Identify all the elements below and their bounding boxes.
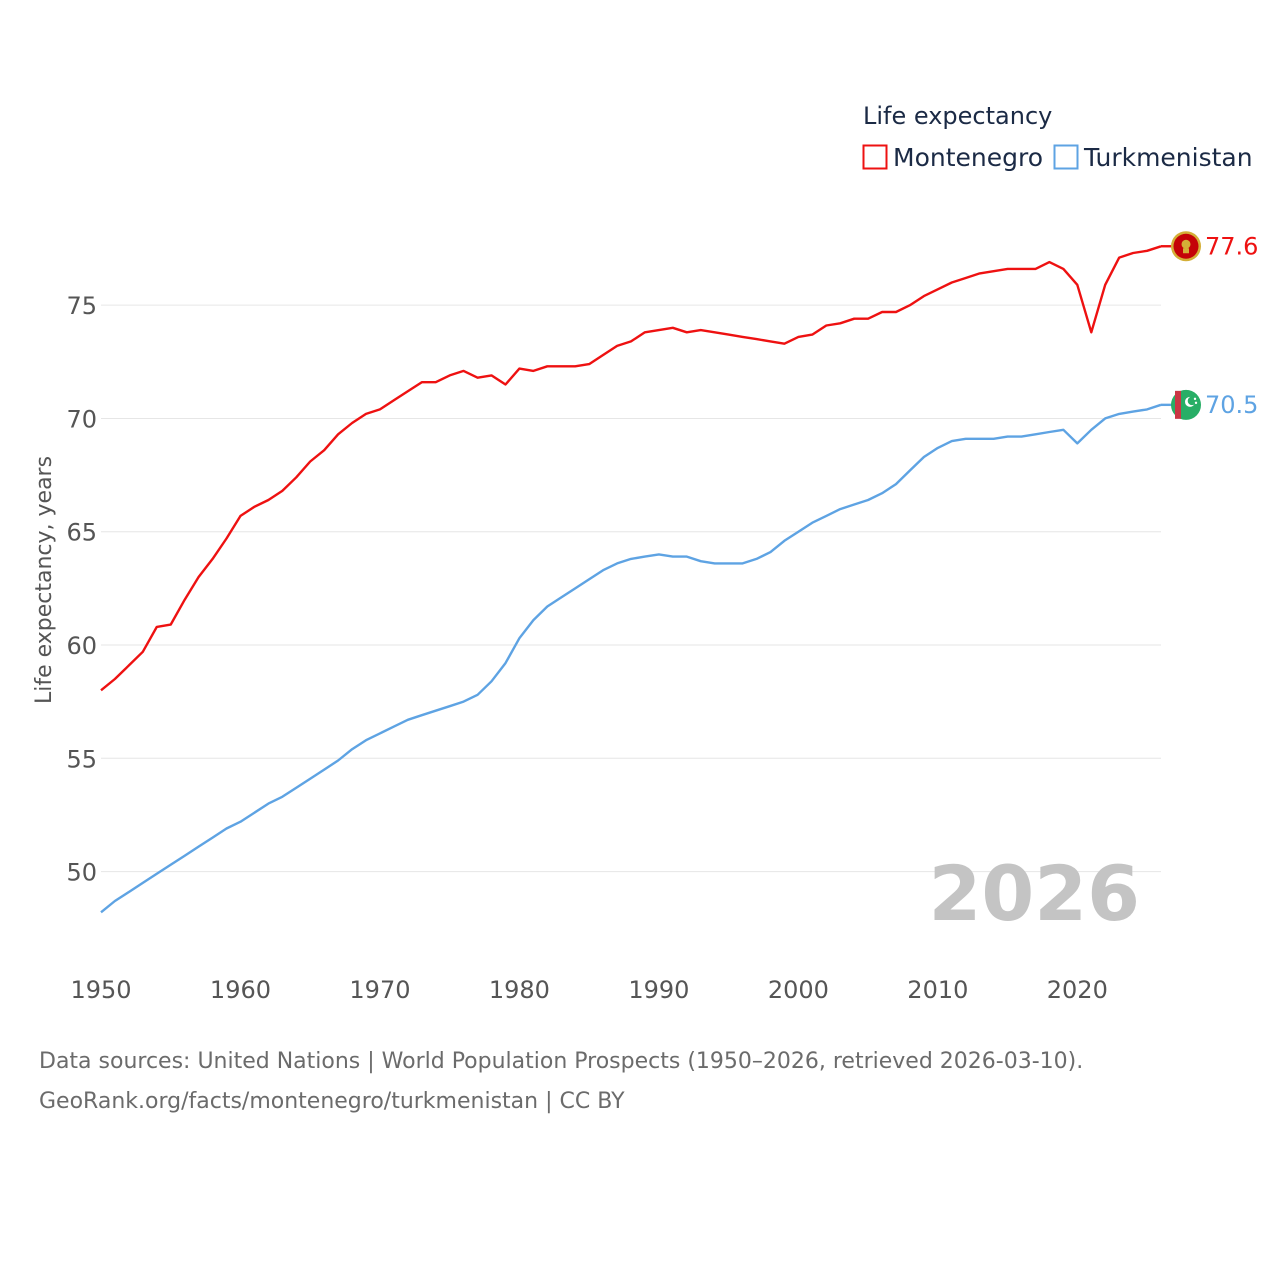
turkmenistan-flag-icon [1171,389,1201,420]
series-lines [100,245,1162,914]
legend: Life expectancy Montenegro Turkmenistan [862,102,1253,172]
credit-line[interactable]: GeoRank.org/facts/montenegro/turkmenista… [39,1089,625,1114]
legend-swatch-montenegro [862,144,888,170]
legend-item-turkmenistan[interactable]: Turkmenistan [1053,143,1253,172]
x-tick-label: 2010 [907,976,968,1004]
y-tick-label: 75 [66,292,97,320]
y-tick-label: 55 [66,745,97,773]
y-axis-title: Life expectancy, years [32,456,57,704]
year-stamp: 2026 [928,849,1140,938]
x-tick-label: 1970 [349,976,410,1004]
y-tick-label: 50 [66,859,97,887]
x-tick-label: 1960 [210,976,271,1004]
source-note: Data sources: United Nations | World Pop… [39,1042,1259,1122]
y-tick-label: 70 [66,405,97,433]
y-tick-label: 65 [66,519,97,547]
data-source-line: Data sources: United Nations | World Pop… [39,1049,1084,1074]
y-tick-label: 60 [66,632,97,660]
x-tick-label: 2000 [768,976,829,1004]
line-chart: 50 55 60 65 70 75 1950 1960 1970 1980 1990 2000 201… [32,102,1258,1004]
series-line-turkmenistan[interactable] [100,403,1162,914]
gridlines [101,304,1161,873]
x-tick-label: 2020 [1047,976,1108,1004]
series-line-montenegro[interactable] [100,245,1162,692]
end-label-turkmenistan: 70.5 [1205,391,1258,419]
legend-swatch-turkmenistan [1053,144,1079,170]
x-axis-ticks: 1950 1960 1970 1980 1990 2000 2010 2020 [70,976,1107,1004]
montenegro-flag-icon [1171,231,1201,262]
legend-item-montenegro[interactable]: Montenegro [862,143,1044,172]
legend-label-turkmenistan: Turkmenistan [1083,143,1253,172]
x-tick-label: 1950 [70,976,131,1004]
x-tick-label: 1990 [628,976,689,1004]
end-label-montenegro: 77.6 [1205,232,1258,260]
legend-label-montenegro: Montenegro [893,143,1043,172]
y-axis-ticks: 50 55 60 65 70 75 [66,292,97,886]
legend-title: Life expectancy [863,102,1052,130]
x-tick-label: 1980 [489,976,550,1004]
series-end-markers: 77.6 70.5 [1161,231,1258,420]
